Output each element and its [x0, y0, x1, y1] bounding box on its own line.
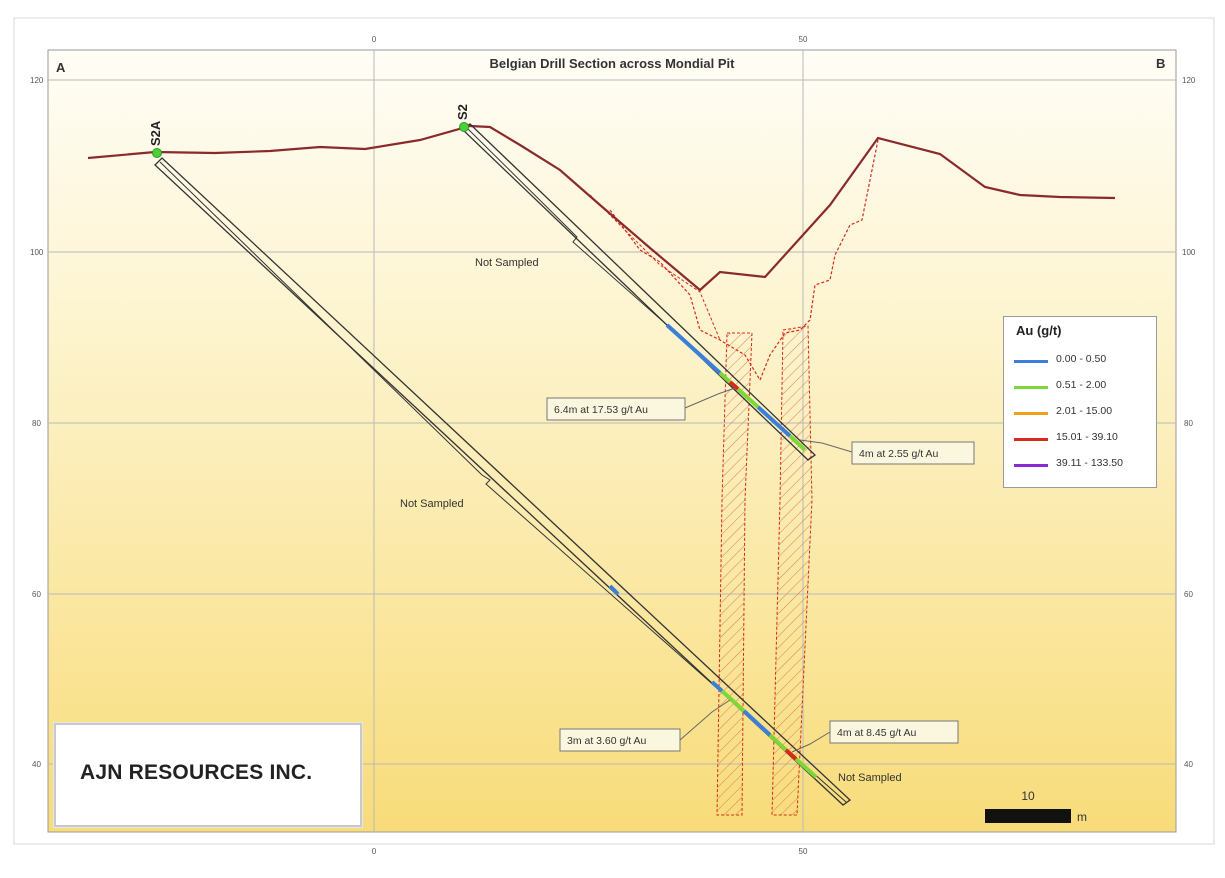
s2-interval-blue-2 [756, 405, 792, 438]
hole-label-s2: S2 [455, 104, 470, 120]
corner-label-a: A [56, 60, 66, 75]
right-tick-120: 120 [1182, 76, 1196, 85]
collar-s2 [459, 122, 469, 132]
top-tick-0: 0 [372, 35, 377, 44]
scale-bar: 10 m [985, 789, 1087, 824]
company-name: AJN RESOURCES INC. [80, 761, 313, 784]
section-title: Belgian Drill Section across Mondial Pit [490, 56, 736, 71]
legend-title: Au (g/t) [1016, 323, 1062, 338]
hole-s2a-tick [159, 161, 847, 803]
legend-label-3: 15.01 - 39.10 [1056, 431, 1118, 443]
leader-c2 [799, 439, 853, 453]
right-tick-100: 100 [1182, 248, 1196, 257]
s2-interval-blue-1 [665, 323, 722, 375]
right-tick-60: 60 [1184, 590, 1193, 599]
right-tick-80: 80 [1184, 419, 1193, 428]
hole-label-s2a: S2A [148, 120, 163, 146]
annotation-not-sampled-bottom: Not Sampled [838, 772, 902, 784]
s2a-interval-green-1 [720, 689, 746, 713]
left-tick-60: 60 [32, 590, 41, 599]
axis-ticks: 0 50 0 50 120 100 80 60 40 120 100 80 60… [30, 35, 1196, 856]
s2a-grade-intervals [608, 584, 818, 779]
scale-bar-value: 10 [1021, 789, 1035, 803]
s2a-interval-red-1 [784, 748, 798, 761]
legend-label-2: 2.01 - 15.00 [1056, 405, 1113, 417]
callout-text-c2: 4m at 2.55 g/t Au [859, 448, 939, 460]
hole-s2-tick [465, 126, 668, 326]
s2-grade-intervals [665, 323, 807, 452]
legend-swatch-blue [1014, 360, 1048, 363]
left-tick-40: 40 [32, 760, 41, 769]
left-tick-120: 120 [30, 76, 44, 85]
s2a-interval-blue-1 [608, 584, 620, 596]
top-tick-50: 50 [799, 35, 808, 44]
annotation-not-sampled-middle: Not Sampled [400, 498, 464, 510]
callout-box-c4 [829, 720, 959, 744]
scale-bar-unit: m [1077, 810, 1087, 824]
legend-label-0: 0.00 - 0.50 [1056, 353, 1107, 365]
annotation-not-sampled-upper: Not Sampled [475, 257, 539, 269]
leader-c1 [684, 387, 736, 409]
callout-leaders [679, 387, 853, 753]
s2a-interval-blue-2 [710, 680, 724, 693]
bottom-tick-0: 0 [372, 847, 377, 856]
bottom-tick-50: 50 [799, 847, 808, 856]
s2-interval-red-1 [728, 380, 740, 391]
s2-interval-green-3 [788, 434, 807, 452]
s2-interval-green-2 [736, 387, 760, 409]
legend-swatch-green [1014, 386, 1048, 389]
left-tick-80: 80 [32, 419, 41, 428]
legend-swatch-red [1014, 438, 1048, 441]
callout-box-c1 [546, 397, 686, 421]
s2a-interval-blue-3 [742, 709, 772, 737]
company-logo-box: AJN RESOURCES INC. [54, 723, 362, 827]
topography-line [87, 124, 1116, 292]
pit-outline [609, 139, 879, 382]
s2a-interval-green-3 [794, 757, 818, 779]
collar-s2a [152, 148, 162, 158]
callout-box-c3 [559, 728, 681, 752]
plot-area [47, 49, 1177, 833]
callout-box-c2 [851, 441, 975, 465]
callouts: 6.4m at 17.53 g/t Au 4m at 2.55 g/t Au 3… [546, 397, 975, 752]
leader-c4 [791, 731, 831, 753]
legend-swatch-orange [1014, 412, 1048, 415]
grade-legend: Au (g/t) 0.00 - 0.50 0.51 - 2.00 2.01 - … [1003, 316, 1157, 488]
callout-text-c3: 3m at 3.60 g/t Au [567, 735, 647, 747]
callout-text-c4: 4m at 8.45 g/t Au [837, 727, 917, 739]
s2a-interval-green-2 [768, 733, 788, 752]
legend-label-4: 39.11 - 133.50 [1056, 457, 1123, 469]
legend-swatch-purple [1014, 464, 1048, 467]
legend-label-1: 0.51 - 2.00 [1056, 379, 1107, 391]
callout-text-c1: 6.4m at 17.53 g/t Au [554, 404, 648, 416]
scale-bar-rect [985, 809, 1071, 823]
right-tick-40: 40 [1184, 760, 1193, 769]
leader-c3 [679, 699, 731, 741]
corner-label-b: B [1156, 56, 1165, 71]
left-tick-100: 100 [30, 248, 44, 257]
s2-interval-green-1 [718, 371, 732, 384]
